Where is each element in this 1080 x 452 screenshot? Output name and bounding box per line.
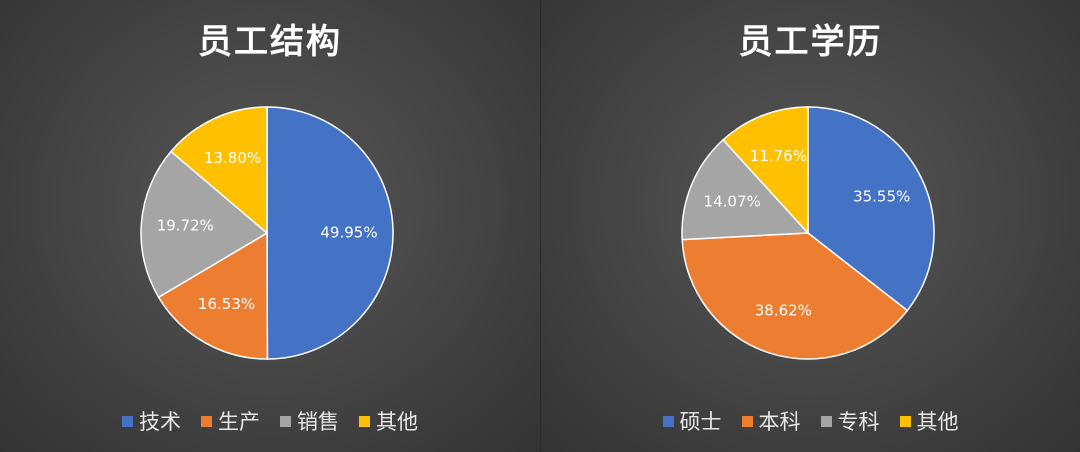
legend-label: 销售 [297,410,339,434]
legend-item: 技术 [122,406,181,436]
pie-slice-2 [140,150,269,299]
legend-swatch [201,415,212,427]
legend-swatch [899,415,911,427]
pie-slice-0 [807,106,935,312]
legend-label: 技术 [139,410,181,434]
legend-label: 硕士 [679,410,722,434]
legend-item: 专科 [820,406,880,436]
data-label-0: 49.95% [320,223,377,241]
chart-panel-structure: 员工结构 49.95% 16.53% 19.72% 13.80% 技术 生产 销售 其… [0,0,540,452]
legend-item: 销售 [280,406,339,436]
chart-title: 员工结构 [198,22,342,62]
data-label-3: 13.80% [204,149,261,167]
pie-slice-3 [169,106,268,235]
legend-swatch [359,415,370,427]
legend-swatch [741,415,753,427]
pie-chart: 49.95% 16.53% 19.72% 13.80% [140,106,394,360]
data-label-0: 35.55% [853,188,910,206]
legend-swatch [662,415,674,427]
legend-item: 硕士 [662,406,722,436]
legend-item: 生产 [201,406,260,436]
pie-slice-1 [681,232,909,360]
data-label-1: 38.62% [755,302,812,320]
legend-item: 其他 [359,406,418,436]
legend-label: 专科 [837,410,880,434]
legend-item: 其他 [899,406,959,436]
legend-label: 其他 [376,410,418,434]
pie-slice-3 [722,106,809,235]
pie-slice-1 [157,231,269,360]
chart-legend: 技术 生产 销售 其他 [0,406,540,436]
legend-swatch [122,415,133,427]
data-label-3: 11.76% [750,147,807,165]
chart-panel-education: 员工学历 35.55% 38.62% 14.07% 11.76% 硕士 本科 专科 其… [540,0,1080,452]
pie-slice-0 [266,106,394,360]
pie-slice-2 [681,138,810,241]
data-label-1: 16.53% [198,295,255,313]
legend-label: 其他 [916,410,959,434]
legend-item: 本科 [741,406,801,436]
legend-label: 本科 [758,410,801,434]
pie-chart: 35.55% 38.62% 14.07% 11.76% [681,106,935,360]
legend-swatch [280,415,291,427]
chart-legend: 硕士 本科 专科 其他 [541,406,1080,436]
data-label-2: 19.72% [157,217,214,235]
legend-swatch [820,415,832,427]
legend-label: 生产 [218,410,260,434]
chart-title: 员工学历 [738,22,883,62]
data-label-2: 14.07% [704,192,761,210]
